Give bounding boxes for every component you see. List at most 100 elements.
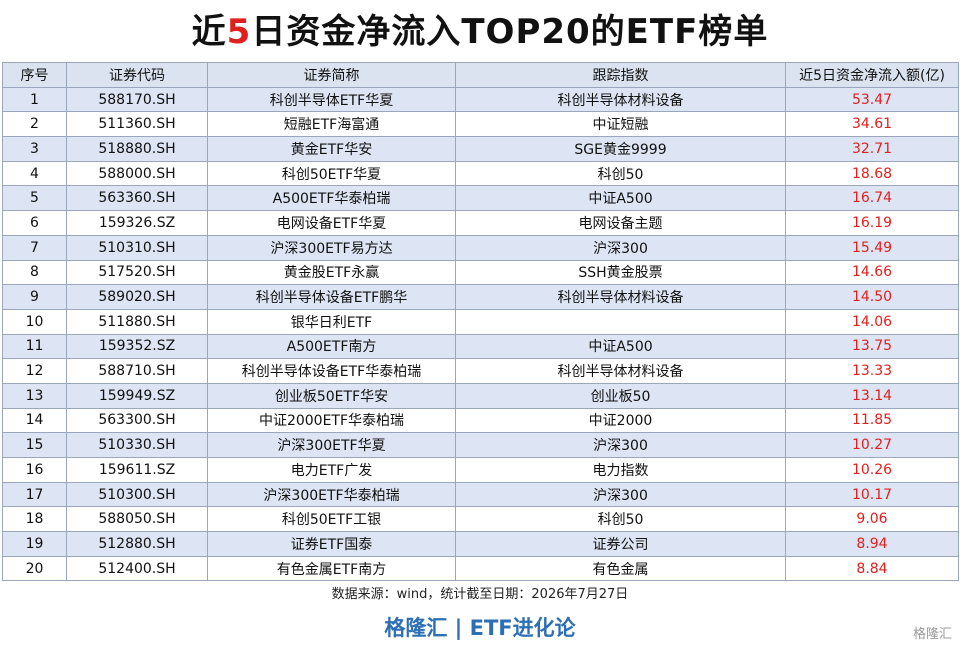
table-row: 2 511360.SH 短融ETF海富通 中证短融 34.61 [2, 111, 959, 138]
code-cell: 511360.SH [66, 111, 208, 138]
index-cell: SGE黄金9999 [455, 136, 786, 162]
name-cell: 科创50ETF工银 [207, 506, 456, 533]
column-header: 跟踪指数 [455, 62, 786, 88]
title-prefix: 近 [191, 12, 227, 52]
index-cell [455, 308, 786, 335]
rank-cell: 17 [2, 481, 67, 508]
name-cell: 有色金属ETF南方 [207, 555, 456, 582]
amount-cell: 8.84 [785, 555, 959, 582]
header-row: 序号 证券代码 证券简称 跟踪指数 近5日资金净流入额(亿) [2, 62, 959, 88]
name-cell: 科创半导体设备ETF华泰柏瑞 [207, 358, 456, 384]
name-cell: 黄金ETF华安 [207, 136, 456, 162]
code-cell: 517520.SH [66, 259, 208, 286]
table-row: 14 563300.SH 中证2000ETF华泰柏瑞 中证2000 11.85 [2, 407, 959, 434]
amount-cell: 18.68 [785, 160, 959, 187]
rank-cell: 12 [2, 358, 67, 384]
ranking-table: 序号 证券代码 证券简称 跟踪指数 近5日资金净流入额(亿) 1 588170.SH 科创半… [2, 62, 959, 582]
table-row: 5 563360.SH A500ETF华泰柏瑞 中证A500 16.74 [2, 185, 959, 212]
amount-cell: 15.49 [785, 234, 959, 261]
code-cell: 588050.SH [66, 506, 208, 533]
index-cell: 电网设备主题 [455, 210, 786, 236]
code-cell: 511880.SH [66, 308, 208, 335]
column-header: 证券简称 [207, 62, 456, 88]
index-cell: SSH黄金股票 [455, 259, 786, 286]
table-row: 15 510330.SH 沪深300ETF华夏 沪深300 10.27 [2, 432, 959, 458]
table-row: 16 159611.SZ 电力ETF广发 电力指数 10.26 [2, 457, 959, 483]
amount-cell: 32.71 [785, 136, 959, 162]
index-cell: 有色金属 [455, 555, 786, 582]
index-cell: 中证短融 [455, 111, 786, 138]
amount-cell: 10.17 [785, 481, 959, 508]
amount-cell: 14.06 [785, 308, 959, 335]
amount-cell: 13.14 [785, 382, 959, 409]
name-cell: 科创半导体ETF华夏 [207, 86, 456, 113]
rank-cell: 16 [2, 457, 67, 483]
rank-cell: 1 [2, 86, 67, 113]
index-cell: 科创半导体材料设备 [455, 86, 786, 113]
name-cell: 证券ETF国泰 [207, 531, 456, 557]
table-row: 17 510300.SH 沪深300ETF华泰柏瑞 沪深300 10.17 [2, 481, 959, 508]
table-row: 4 588000.SH 科创50ETF华夏 科创50 18.68 [2, 160, 959, 187]
table-row: 3 518880.SH 黄金ETF华安 SGE黄金9999 32.71 [2, 136, 959, 162]
rank-cell: 6 [2, 210, 67, 236]
amount-cell: 16.74 [785, 185, 959, 212]
index-cell: 沪深300 [455, 432, 786, 458]
code-cell: 588170.SH [66, 86, 208, 113]
index-cell: 中证A500 [455, 185, 786, 212]
table-row: 8 517520.SH 黄金股ETF永赢 SSH黄金股票 14.66 [2, 259, 959, 286]
code-cell: 510330.SH [66, 432, 208, 458]
table-row: 18 588050.SH 科创50ETF工银 科创50 9.06 [2, 506, 959, 533]
name-cell: 黄金股ETF永赢 [207, 259, 456, 286]
index-cell: 证券公司 [455, 531, 786, 557]
table-row: 13 159949.SZ 创业板50ETF华安 创业板50 13.14 [2, 382, 959, 409]
code-cell: 563360.SH [66, 185, 208, 212]
rank-cell: 2 [2, 111, 67, 138]
index-cell: 中证2000 [455, 407, 786, 434]
amount-cell: 16.19 [785, 210, 959, 236]
column-header: 近5日资金净流入额(亿) [785, 62, 959, 88]
index-cell: 中证A500 [455, 333, 786, 360]
title-suffix: 日资金净流入TOP20的ETF榜单 [251, 12, 769, 52]
code-cell: 510300.SH [66, 481, 208, 508]
amount-cell: 9.06 [785, 506, 959, 533]
table-row: 11 159352.SZ A500ETF南方 中证A500 13.75 [2, 333, 959, 360]
rank-cell: 19 [2, 531, 67, 557]
amount-cell: 11.85 [785, 407, 959, 434]
index-cell: 科创50 [455, 506, 786, 533]
rank-cell: 8 [2, 259, 67, 286]
name-cell: 沪深300ETF华夏 [207, 432, 456, 458]
table-row: 9 589020.SH 科创半导体设备ETF鹏华 科创半导体材料设备 14.50 [2, 284, 959, 310]
amount-cell: 34.61 [785, 111, 959, 138]
code-cell: 589020.SH [66, 284, 208, 310]
name-cell: A500ETF华泰柏瑞 [207, 185, 456, 212]
amount-cell: 13.75 [785, 333, 959, 360]
index-cell: 电力指数 [455, 457, 786, 483]
rank-cell: 10 [2, 308, 67, 335]
name-cell: 创业板50ETF华安 [207, 382, 456, 409]
rank-cell: 18 [2, 506, 67, 533]
name-cell: 沪深300ETF华泰柏瑞 [207, 481, 456, 508]
rank-cell: 7 [2, 234, 67, 261]
name-cell: 银华日利ETF [207, 308, 456, 335]
amount-cell: 53.47 [785, 86, 959, 113]
name-cell: 沪深300ETF易方达 [207, 234, 456, 261]
code-cell: 510310.SH [66, 234, 208, 261]
index-cell: 创业板50 [455, 382, 786, 409]
index-cell: 沪深300 [455, 234, 786, 261]
name-cell: 短融ETF海富通 [207, 111, 456, 138]
title: 近5日资金净流入TOP20的ETF榜单 [0, 4, 960, 53]
column-header: 序号 [2, 62, 67, 88]
table-row: 10 511880.SH 银华日利ETF 14.06 [2, 308, 959, 335]
title-highlight: 5 [226, 12, 252, 52]
code-cell: 159949.SZ [66, 382, 208, 409]
code-cell: 518880.SH [66, 136, 208, 162]
table-row: 7 510310.SH 沪深300ETF易方达 沪深300 15.49 [2, 234, 959, 261]
table-row: 19 512880.SH 证券ETF国泰 证券公司 8.94 [2, 531, 959, 557]
code-cell: 563300.SH [66, 407, 208, 434]
code-cell: 159611.SZ [66, 457, 208, 483]
code-cell: 159326.SZ [66, 210, 208, 236]
index-cell: 科创半导体材料设备 [455, 358, 786, 384]
rank-cell: 20 [2, 555, 67, 582]
table-row: 6 159326.SZ 电网设备ETF华夏 电网设备主题 16.19 [2, 210, 959, 236]
